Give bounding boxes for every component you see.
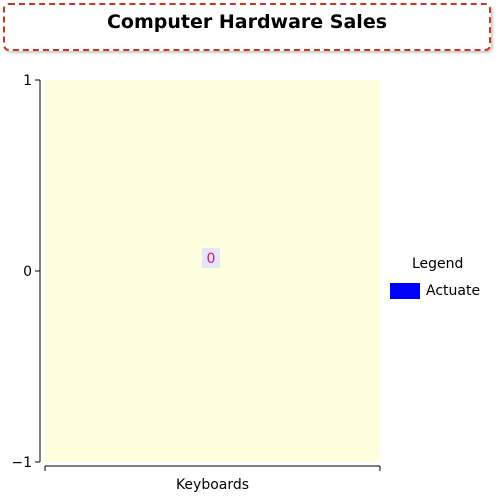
x-axis-ticks: Keyboards	[44, 466, 381, 493]
data-labels: 0	[202, 248, 220, 268]
data-label-background	[202, 248, 220, 268]
data-label: 0	[207, 251, 216, 267]
y-tick-label: 1	[23, 73, 32, 89]
legend-swatch	[390, 283, 420, 299]
plot-background	[45, 80, 380, 462]
x-tick-label: Keyboards	[176, 477, 249, 493]
legend-label: Actuate	[426, 283, 481, 299]
y-tick-label: 0	[23, 264, 32, 280]
chart-title-box: Computer Hardware Sales	[3, 3, 491, 51]
y-tick-label: −1	[11, 455, 32, 471]
y-axis-ticks: 1 0 −1	[11, 73, 40, 471]
legend-item-actuate: Actuate	[390, 283, 480, 299]
legend-title: Legend	[412, 256, 464, 272]
chart-title: Computer Hardware Sales	[106, 11, 388, 33]
